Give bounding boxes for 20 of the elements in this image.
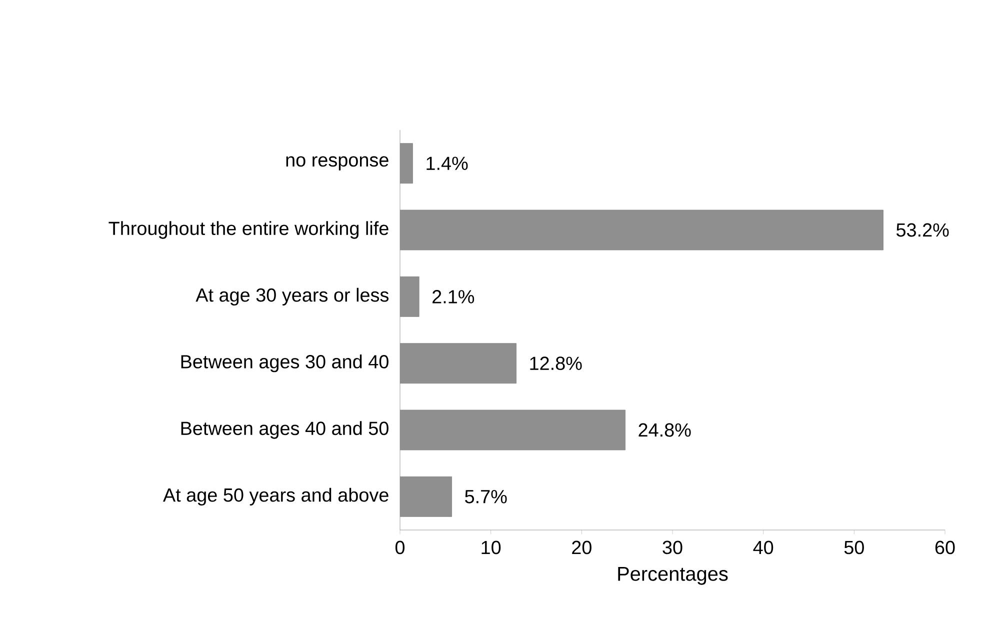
y-tick-label: Between ages 30 and 40 xyxy=(181,354,388,372)
data-label: 53.2% xyxy=(896,223,949,237)
data-label: 12.8% xyxy=(530,356,582,370)
x-tick-label: 50 xyxy=(844,540,864,554)
data-label: 2.1% xyxy=(432,290,474,304)
y-tick-label: At age 50 years and above xyxy=(163,488,388,506)
x-tick-label: 30 xyxy=(662,540,682,554)
x-tick-label: 20 xyxy=(572,540,592,554)
data-label: 5.7% xyxy=(465,490,507,504)
x-axis-title: Percentages xyxy=(618,566,728,585)
data-label: 24.8% xyxy=(638,423,691,437)
x-tick-label: 10 xyxy=(482,540,501,554)
y-tick-label: Throughout the entire working life xyxy=(108,221,388,239)
y-tick-label: At age 30 years or less xyxy=(196,288,389,306)
x-tick-label: 40 xyxy=(753,540,774,554)
x-tick-label: 0 xyxy=(395,540,405,554)
y-tick-label: no response xyxy=(286,156,388,170)
y-tick-label: Between ages 40 and 50 xyxy=(181,421,388,439)
data-label: 1.4% xyxy=(426,156,468,170)
x-tick-label: 60 xyxy=(935,540,955,554)
